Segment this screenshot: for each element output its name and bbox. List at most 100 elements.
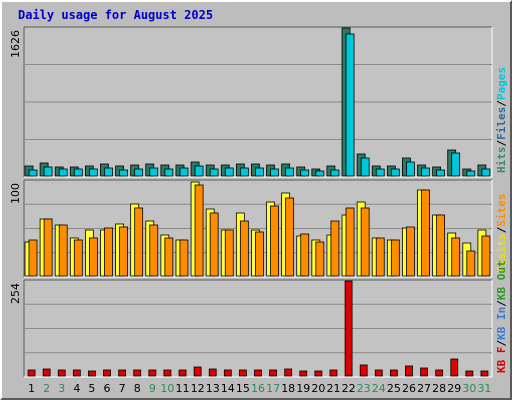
bar-pages-10 xyxy=(164,168,174,177)
bar-pages-1 xyxy=(28,169,38,177)
bar-kb-f-1 xyxy=(27,369,36,377)
bar-kb-f-12 xyxy=(193,366,202,377)
x-tick-label-5: 5 xyxy=(88,382,95,395)
x-tick-label-24: 24 xyxy=(372,382,386,395)
bar-kb-f-26 xyxy=(405,365,413,377)
bar-kb-f-16 xyxy=(254,369,262,377)
bar-pages-9 xyxy=(149,167,159,177)
bar-pages-15 xyxy=(239,167,249,177)
x-tick-label-4: 4 xyxy=(73,382,80,395)
bar-pages-6 xyxy=(104,167,113,177)
x-tick-label-11: 11 xyxy=(176,382,190,395)
bar-pages-30 xyxy=(466,170,476,177)
bar-kb-f-18 xyxy=(284,368,293,377)
x-tick-label-30: 30 xyxy=(462,382,476,395)
bar-pages-11 xyxy=(179,167,189,177)
legend-entry: Sites xyxy=(495,194,508,227)
legend-entry: Hits xyxy=(495,147,508,174)
y-max-label-kbytes: 254 xyxy=(9,283,22,304)
bar-pages-14 xyxy=(224,167,234,177)
x-tick-label-25: 25 xyxy=(387,382,401,395)
bar-sites-12 xyxy=(194,184,204,277)
bar-sites-15 xyxy=(239,220,249,277)
bar-pages-8 xyxy=(134,168,144,177)
bar-pages-22 xyxy=(345,33,355,177)
x-tick-label-7: 7 xyxy=(119,382,126,395)
legend-visits: Visits/Sites xyxy=(495,194,508,274)
legend-entry: Visits xyxy=(495,233,508,273)
bar-pages-24 xyxy=(375,168,385,177)
bar-sites-21 xyxy=(330,220,340,277)
bar-kb-f-29 xyxy=(450,358,459,377)
x-tick-label-9: 9 xyxy=(149,382,156,395)
bar-kb-f-5 xyxy=(88,370,96,377)
legend-entry: / xyxy=(495,100,508,107)
bar-kb-f-10 xyxy=(163,369,172,377)
bar-sites-25 xyxy=(390,239,400,277)
x-tick-label-15: 15 xyxy=(236,382,250,395)
bar-pages-3 xyxy=(58,168,68,177)
x-tick-label-10: 10 xyxy=(160,382,174,395)
bar-kb-f-15 xyxy=(239,369,247,377)
bar-kb-f-6 xyxy=(103,369,111,377)
legend-entry: / xyxy=(495,226,508,233)
bar-kb-f-27 xyxy=(420,367,428,377)
bar-kb-f-31 xyxy=(480,370,489,377)
bar-pages-27 xyxy=(421,167,430,177)
bar-sites-23 xyxy=(360,207,370,277)
bar-sites-31 xyxy=(481,235,491,277)
x-tick-label-12: 12 xyxy=(191,382,205,395)
legend-entry: / xyxy=(495,340,508,347)
bar-kb-f-8 xyxy=(133,369,142,377)
bar-sites-7 xyxy=(119,226,128,277)
bar-sites-9 xyxy=(149,224,159,277)
bar-kb-f-2 xyxy=(42,368,51,377)
bar-sites-14 xyxy=(224,229,234,277)
legend-entry: KB F xyxy=(495,347,508,374)
bar-pages-26 xyxy=(406,161,415,177)
chart-title: Daily usage for August 2025 xyxy=(18,8,213,22)
bar-sites-20 xyxy=(315,241,325,277)
x-tick-label-22: 22 xyxy=(342,382,356,395)
bar-kb-f-23 xyxy=(359,364,368,377)
bar-sites-27 xyxy=(421,189,430,277)
bar-sites-24 xyxy=(375,237,385,277)
bar-sites-4 xyxy=(73,239,83,277)
bar-kb-f-3 xyxy=(57,369,66,377)
bar-kb-f-11 xyxy=(178,369,187,377)
bar-kb-f-19 xyxy=(299,370,308,377)
x-tick-label-16: 16 xyxy=(251,382,265,395)
bar-sites-11 xyxy=(179,239,189,277)
bar-pages-28 xyxy=(436,169,446,177)
bar-sites-19 xyxy=(300,233,310,277)
bar-sites-3 xyxy=(58,224,68,277)
bar-kb-f-13 xyxy=(208,368,217,377)
x-tick-label-29: 29 xyxy=(447,382,461,395)
bar-pages-29 xyxy=(451,152,461,177)
bar-sites-28 xyxy=(436,214,446,277)
bar-sites-6 xyxy=(104,227,113,277)
bar-sites-18 xyxy=(285,197,295,277)
bar-kb-f-20 xyxy=(314,370,323,377)
x-tick-label-2: 2 xyxy=(43,382,50,395)
bar-kb-f-9 xyxy=(148,369,157,377)
legend-entry: KB Out xyxy=(495,260,508,300)
bar-sites-29 xyxy=(451,237,461,277)
bar-pages-16 xyxy=(255,167,264,177)
bar-pages-23 xyxy=(360,157,370,177)
x-tick-label-1: 1 xyxy=(28,382,35,395)
x-tick-label-27: 27 xyxy=(417,382,431,395)
bar-pages-4 xyxy=(73,168,83,177)
bar-pages-17 xyxy=(270,168,279,177)
x-tick-label-8: 8 xyxy=(134,382,141,395)
bar-pages-20 xyxy=(315,170,325,177)
bar-kb-f-14 xyxy=(223,369,232,377)
y-max-label-hits: 1626 xyxy=(9,30,22,58)
bar-kb-f-24 xyxy=(374,369,383,377)
bar-kb-f-21 xyxy=(329,369,338,377)
bar-pages-2 xyxy=(43,166,53,177)
legend-entry: Pages xyxy=(495,67,508,100)
y-max-label-visits: 100 xyxy=(9,183,22,204)
bar-sites-26 xyxy=(406,226,415,277)
